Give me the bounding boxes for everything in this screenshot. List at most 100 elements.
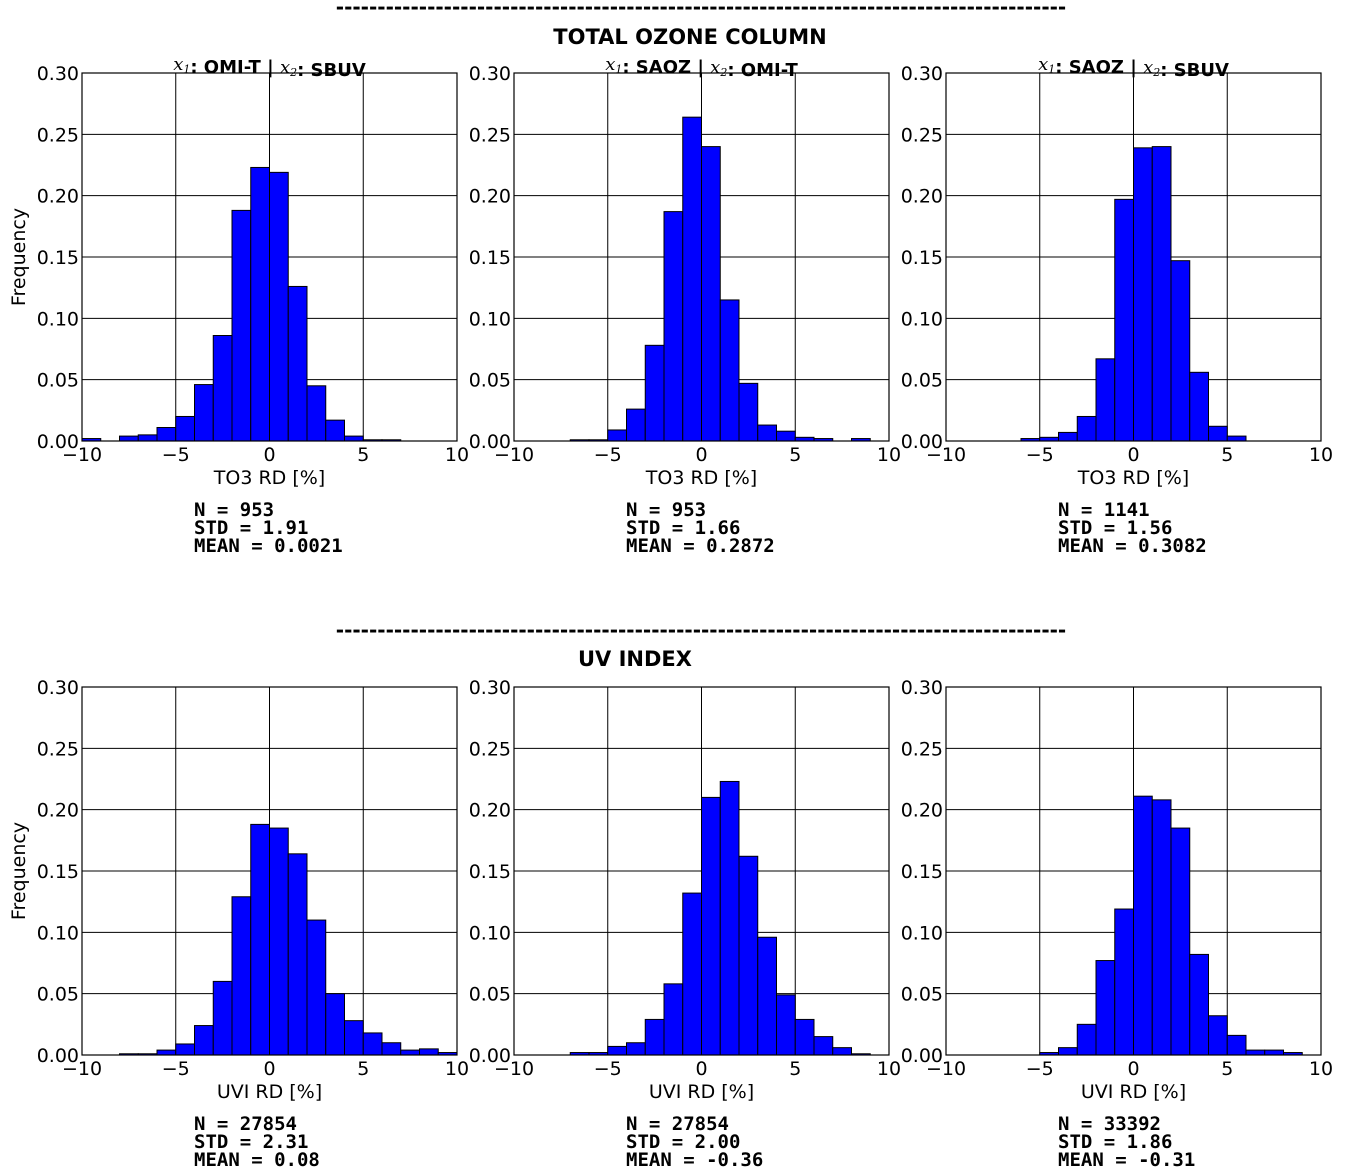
histogram-bar bbox=[701, 146, 721, 442]
histogram-panel-1: 0.00 0.05 0.10 0.15 0.20 0.25 0.30 −10 −5 0 5 10 TO3… bbox=[37, 54, 469, 557]
y-tick-label: 0.20 bbox=[901, 800, 943, 822]
histogram-bar bbox=[212, 980, 233, 1056]
histogram-bar bbox=[250, 823, 270, 1056]
histogram-bar bbox=[738, 382, 759, 442]
histogram-panel-2: 0.00 0.05 0.10 0.15 0.20 0.25 0.30 −10 −5 0 5 10 TO3… bbox=[469, 54, 901, 557]
panel-title-subscript: 2 bbox=[1152, 66, 1160, 79]
x-tick-label: 5 bbox=[1221, 1058, 1233, 1080]
histogram-bar bbox=[738, 855, 759, 1056]
histogram-bar bbox=[626, 408, 646, 442]
histogram-panel-5: 0.00 0.05 0.10 0.15 0.20 0.25 0.30 −10 −5 0 5 10 UVI… bbox=[469, 677, 901, 1171]
histogram-bar bbox=[119, 435, 139, 442]
y-tick-label: 0.10 bbox=[901, 308, 943, 330]
y-tick-label: 0.15 bbox=[901, 861, 943, 883]
x-tick-label: 0 bbox=[263, 444, 275, 466]
y-tick-label: 0.10 bbox=[469, 922, 511, 944]
panel-title-text: : OMI-T | bbox=[190, 57, 280, 78]
y-tick-label: 0.05 bbox=[37, 370, 79, 392]
histogram-bar bbox=[269, 171, 289, 442]
histogram-bar bbox=[663, 983, 684, 1056]
histogram-bar bbox=[1058, 431, 1078, 442]
y-tick-label: 0.15 bbox=[901, 247, 943, 269]
stats-n: N = 953 bbox=[626, 499, 706, 521]
plot-frame bbox=[81, 72, 458, 442]
histogram-bar bbox=[325, 993, 345, 1056]
histogram-bar bbox=[344, 435, 364, 442]
y-tick-label: 0.05 bbox=[901, 370, 943, 392]
y-tick-label: 0.20 bbox=[469, 186, 511, 208]
panel-title-text: : SBUV bbox=[297, 60, 366, 81]
panel-title-subscript: 2 bbox=[719, 66, 727, 79]
panel-title: x1: SAOZ | x2: SBUV bbox=[1038, 54, 1229, 81]
panel-title-variable: x bbox=[605, 54, 615, 75]
histogram-bar bbox=[607, 1045, 627, 1056]
y-tick-label: 0.25 bbox=[901, 738, 943, 760]
x-tick-label: −5 bbox=[1026, 444, 1054, 466]
x-tick-label: 5 bbox=[789, 1058, 801, 1080]
histogram-bar bbox=[325, 419, 345, 442]
x-tick-label: 5 bbox=[357, 1058, 369, 1080]
x-tick-label: 10 bbox=[445, 1058, 469, 1080]
y-tick-label: 0.00 bbox=[901, 431, 943, 453]
stats-mean: MEAN = 0.0021 bbox=[194, 535, 343, 557]
stats-n: N = 27854 bbox=[626, 1113, 729, 1135]
histogram-bar bbox=[362, 1032, 383, 1056]
x-tick-label: −10 bbox=[62, 444, 102, 466]
histogram-bar bbox=[400, 1049, 420, 1056]
panel-title: x1: OMI-T | x2: SBUV bbox=[173, 54, 366, 81]
y-tick-label: 0.05 bbox=[469, 984, 511, 1006]
x-tick-label: 10 bbox=[877, 1058, 901, 1080]
stats-n: N = 953 bbox=[194, 499, 274, 521]
histogram-bar bbox=[1170, 260, 1191, 442]
y-tick-label: 0.00 bbox=[901, 1045, 943, 1067]
x-tick-label: 0 bbox=[695, 444, 707, 466]
histogram-bar bbox=[287, 853, 308, 1056]
y-tick-label: 0.00 bbox=[469, 431, 511, 453]
plot-frame bbox=[945, 686, 1322, 1056]
x-axis-label: TO3 RD [%] bbox=[1077, 467, 1189, 489]
stats-std: STD = 1.66 bbox=[626, 517, 740, 539]
y-tick-label: 0.20 bbox=[37, 800, 79, 822]
y-tick-label: 0.20 bbox=[901, 186, 943, 208]
panel-title-text: : SAOZ | bbox=[622, 57, 710, 78]
stats-std: STD = 1.56 bbox=[1058, 517, 1172, 539]
histogram-bar bbox=[719, 780, 740, 1056]
y-tick-label: 0.25 bbox=[37, 124, 79, 146]
y-tick-label: 0.10 bbox=[37, 308, 79, 330]
histogram-bar bbox=[1133, 795, 1153, 1056]
x-tick-label: −10 bbox=[494, 1058, 534, 1080]
histogram-bar bbox=[644, 1018, 665, 1056]
panel-title-text: : OMI-T bbox=[727, 60, 798, 81]
histogram-panel-3: 0.00 0.05 0.10 0.15 0.20 0.25 0.30 −10 −5 0 5 10 TO3… bbox=[901, 54, 1333, 557]
histogram-bar bbox=[1208, 1015, 1228, 1056]
x-tick-label: −5 bbox=[162, 444, 190, 466]
separator-top: ----------------------------------------… bbox=[336, 0, 1066, 19]
y-tick-label: 0.20 bbox=[37, 186, 79, 208]
histogram-bar bbox=[1076, 415, 1097, 442]
plot-frame bbox=[513, 72, 890, 442]
histogram-bar bbox=[1264, 1049, 1284, 1056]
histogram-bar bbox=[175, 415, 195, 442]
stats-std: STD = 1.86 bbox=[1058, 1131, 1172, 1153]
x-tick-label: 10 bbox=[877, 444, 901, 466]
x-axis-label: TO3 RD [%] bbox=[645, 467, 757, 489]
y-tick-label: 0.30 bbox=[901, 677, 943, 699]
stats-std: STD = 1.91 bbox=[194, 517, 308, 539]
histogram-bar bbox=[306, 385, 327, 442]
histogram-bar bbox=[175, 1043, 195, 1056]
histogram-panel-4: 0.00 0.05 0.10 0.15 0.20 0.25 0.30 −10 −5 0 5 10 UVI… bbox=[37, 677, 469, 1171]
x-tick-label: −10 bbox=[926, 444, 966, 466]
histogram-bar bbox=[1058, 1047, 1078, 1056]
histogram-bar bbox=[1114, 198, 1134, 442]
histogram-panel-6: 0.00 0.05 0.10 0.15 0.20 0.25 0.30 −10 −5 0 5 10 UVI… bbox=[901, 677, 1333, 1171]
x-tick-label: −5 bbox=[1026, 1058, 1054, 1080]
y-tick-label: 0.25 bbox=[469, 124, 511, 146]
y-tick-label: 0.25 bbox=[37, 738, 79, 760]
histogram-bar bbox=[1226, 435, 1247, 442]
x-tick-label: −10 bbox=[62, 1058, 102, 1080]
x-tick-label: 0 bbox=[695, 1058, 707, 1080]
y-tick-label: 0.15 bbox=[37, 861, 79, 883]
histogram-bar bbox=[156, 427, 177, 442]
histogram-bar bbox=[1189, 371, 1209, 442]
x-tick-label: −10 bbox=[926, 1058, 966, 1080]
